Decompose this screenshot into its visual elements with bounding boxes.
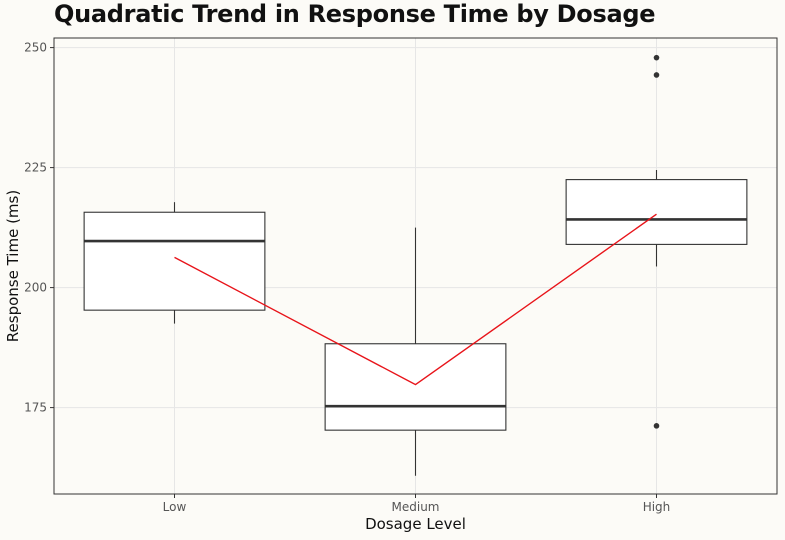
x-tick-label: High xyxy=(643,500,671,514)
x-tick-label: Low xyxy=(163,500,187,514)
y-axis-title: Response Time (ms) xyxy=(4,190,22,342)
box-high xyxy=(565,54,748,429)
x-axis: Low Medium High xyxy=(163,494,671,514)
outlier-point xyxy=(653,72,660,78)
outlier-point xyxy=(653,54,660,61)
x-axis-title: Dosage Level xyxy=(365,515,466,533)
trend-line-layer xyxy=(174,213,657,386)
chart-title: Quadratic Trend in Response Time by Dosa… xyxy=(54,0,656,28)
x-tick-label: Medium xyxy=(392,500,440,514)
y-tick-label: 250 xyxy=(24,41,47,55)
outlier-point xyxy=(653,423,660,429)
box-iqr xyxy=(324,343,507,431)
trend-line xyxy=(174,213,657,386)
box-low xyxy=(83,202,266,324)
box-medium xyxy=(324,227,507,476)
box-iqr xyxy=(83,211,266,311)
box-iqr xyxy=(565,179,748,245)
box-series xyxy=(83,54,748,476)
y-tick-label: 200 xyxy=(24,281,47,295)
y-tick-label: 175 xyxy=(24,401,47,415)
y-tick-label: 225 xyxy=(24,161,47,175)
y-axis: 175 200 225 250 xyxy=(24,41,54,415)
